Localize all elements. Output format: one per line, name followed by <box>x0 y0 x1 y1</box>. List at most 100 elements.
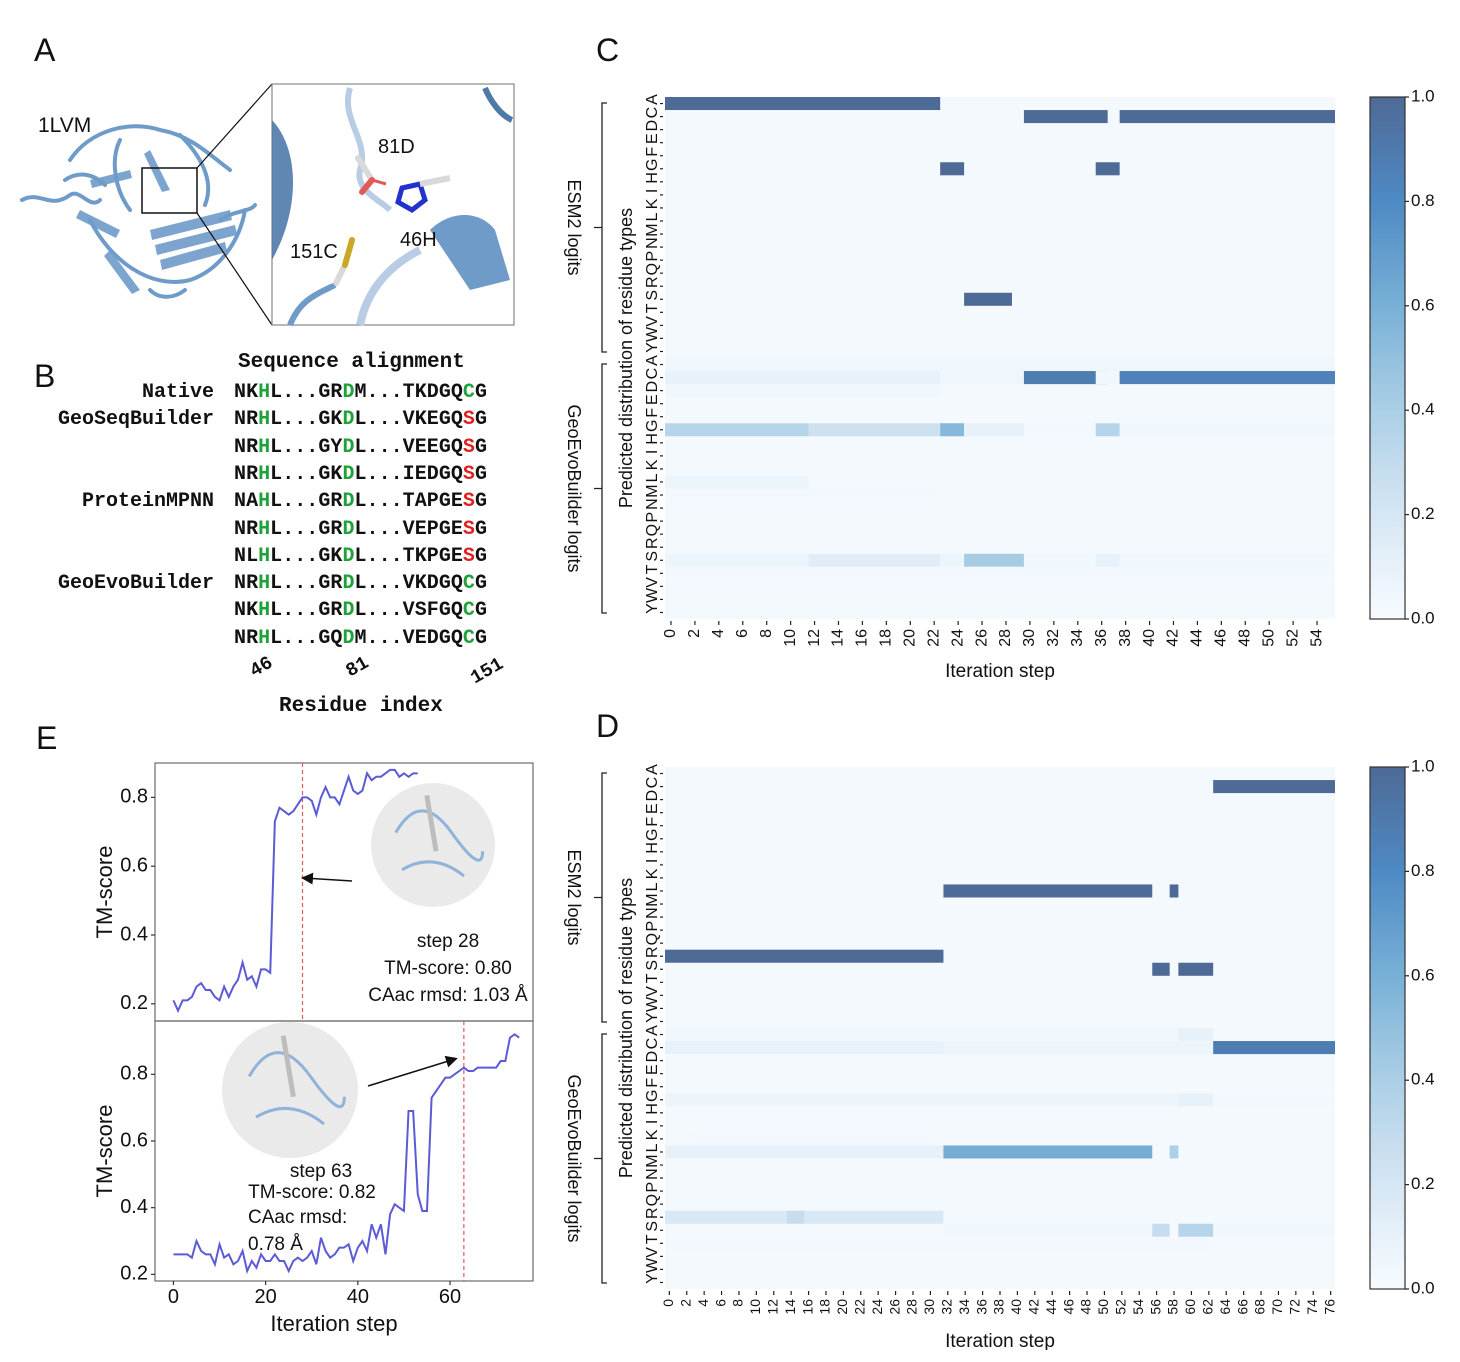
x-tick-label: 34 <box>1069 629 1086 647</box>
heatmap-cell-geoevo <box>665 1028 1214 1042</box>
y-tick-label: G <box>644 420 661 432</box>
heatmap-cell-esm2 <box>1023 110 1108 124</box>
y-tick-label: S <box>644 551 661 562</box>
heatmap-cell-geoevo <box>665 1041 944 1055</box>
heatmap-cell-geoevo <box>943 1041 1214 1055</box>
y-tick-label: D <box>644 1051 661 1063</box>
x-tick-label: 54 <box>1130 1299 1146 1315</box>
tm-score-line <box>173 1033 520 1275</box>
x-tick-label: 60 <box>1182 1299 1198 1315</box>
geoevo-group-label: GeoEvoBuilder logits <box>564 404 584 572</box>
x-tick-label: 40 <box>347 1286 369 1308</box>
y-tick-label: R <box>644 946 661 958</box>
y-tick-label: Q <box>644 933 661 945</box>
x-tick-label: 24 <box>869 1299 885 1315</box>
y-tick-label: 0.4 <box>120 923 148 945</box>
y-tick-label: V <box>644 1247 661 1258</box>
heatmap-cell-geoevo <box>786 1210 805 1224</box>
y-tick-label: S <box>644 290 661 301</box>
y-tick-label: Y <box>644 1012 661 1023</box>
geoevo-group-label: GeoEvoBuilder logits <box>564 1074 584 1242</box>
x-tick-label: 30 <box>921 1299 937 1315</box>
zoom-box <box>141 167 198 214</box>
heatmap-cell-geoevo <box>691 1132 935 1146</box>
alignment-sequence: NLHL...GKDL...TKPGESG <box>234 544 487 568</box>
heatmap-cell-geoevo <box>964 553 1024 567</box>
heatmap-cell-geoevo <box>1095 371 1120 385</box>
y-tick-label: M <box>644 484 661 497</box>
structure-strand <box>255 1106 325 1126</box>
heatmap-cell-geoevo <box>1119 553 1335 567</box>
esm2-group-bracket <box>594 772 607 1023</box>
heatmap-cell-esm2 <box>1169 884 1179 898</box>
heatmap-cell-geoevo <box>665 475 809 489</box>
y-tick-label: F <box>644 817 661 827</box>
y-tick-label: C <box>644 777 661 789</box>
y-tick-label: T <box>644 303 661 313</box>
x-tick-label: 66 <box>1234 1299 1250 1315</box>
step-63-annotation: TM-score: 0.82 <box>248 1182 376 1203</box>
y-tick-label: V <box>644 577 661 588</box>
y-tick-label: E <box>644 394 661 405</box>
x-tick-label: 4 <box>710 629 727 638</box>
y-tick-label: M <box>644 1154 661 1167</box>
y-tick-label: Q <box>644 1194 661 1206</box>
heatmap-cell-geoevo <box>665 371 941 385</box>
heatmap-c: ACDEFGHIKLMNPQRSTVWYACDEFGHIKLMNPQRSTVWY… <box>564 86 1435 680</box>
x-tick-label: 6 <box>712 1299 728 1307</box>
y-tick-label: P <box>644 512 661 523</box>
colorbar-tick-label: 0.6 <box>1411 965 1435 984</box>
x-tick-label: 58 <box>1165 1299 1181 1315</box>
colorbar-tick-label: 0.8 <box>1411 191 1435 210</box>
x-tick-label: 12 <box>764 1299 780 1315</box>
x-tick-label: 76 <box>1321 1299 1337 1315</box>
geoevo-group-bracket <box>594 1033 607 1284</box>
alignment-sequence: NKHL...GRDM...TKDGQCG <box>234 381 487 404</box>
x-tick-label: 28 <box>904 1299 920 1315</box>
heatmap-cell-geoevo <box>665 488 941 502</box>
y-tick-label: K <box>644 868 661 879</box>
x-tick-label: 36 <box>973 1299 989 1315</box>
structure-strand <box>424 794 439 852</box>
alignment-title: Sequence alignment <box>238 351 465 374</box>
x-axis-label: Iteration step <box>945 661 1055 680</box>
y-tick-label: Y <box>644 342 661 353</box>
heatmap-cell-geoevo <box>1178 1028 1214 1042</box>
heatmap-cell-geoevo <box>665 384 941 398</box>
y-tick-label: G <box>644 829 661 841</box>
alignment-row-label: ProteinMPNN <box>81 490 214 514</box>
y-tick-label: I <box>644 1120 661 1124</box>
x-tick-label: 48 <box>1078 1299 1094 1315</box>
y-axis-label: TM-score <box>92 846 117 939</box>
alignment-row-label: GeoEvoBuilder <box>57 572 214 596</box>
y-tick-label: Y <box>644 1273 661 1284</box>
x-tick-label: 50 <box>1095 1299 1111 1315</box>
x-tick-label: 40 <box>1008 1299 1024 1315</box>
y-tick-label: G <box>644 159 661 171</box>
x-tick-label: 34 <box>956 1299 972 1315</box>
colorbar-tick-label: 1.0 <box>1411 86 1435 105</box>
heatmap-cell-geoevo <box>1119 423 1335 437</box>
x-tick-label: 68 <box>1252 1299 1268 1315</box>
colorbar-tick-label: 0.4 <box>1411 400 1435 419</box>
y-tick-label: P <box>644 921 661 932</box>
x-tick-label: 56 <box>1147 1299 1163 1315</box>
x-tick-label: 72 <box>1287 1299 1303 1315</box>
zoom-connector-top <box>196 83 273 169</box>
index-tick-151: 151 <box>466 652 508 690</box>
x-tick-label: 52 <box>1113 1299 1129 1315</box>
colorbar-tick-label: 0.6 <box>1411 295 1435 314</box>
heatmap-cell-geoevo <box>943 1145 1153 1159</box>
heatmap-cell-geoevo <box>665 358 1335 372</box>
y-tick-label: W <box>644 996 661 1012</box>
tm-score-plots: 0.20.40.60.8TM-score0.20.40.60.8TM-score… <box>92 762 534 1336</box>
heatmap-cell-geoevo <box>1152 1223 1170 1237</box>
alignment-xlabel: Residue index <box>279 695 443 718</box>
alignment-sequence: NAHL...GRDL...TAPGESG <box>234 490 487 514</box>
panel-label-d: D <box>596 708 620 744</box>
x-tick-label: 16 <box>799 1299 815 1315</box>
y-tick-label: A <box>644 355 661 366</box>
y-tick-label: F <box>644 408 661 418</box>
x-tick-label: 14 <box>782 1299 798 1315</box>
